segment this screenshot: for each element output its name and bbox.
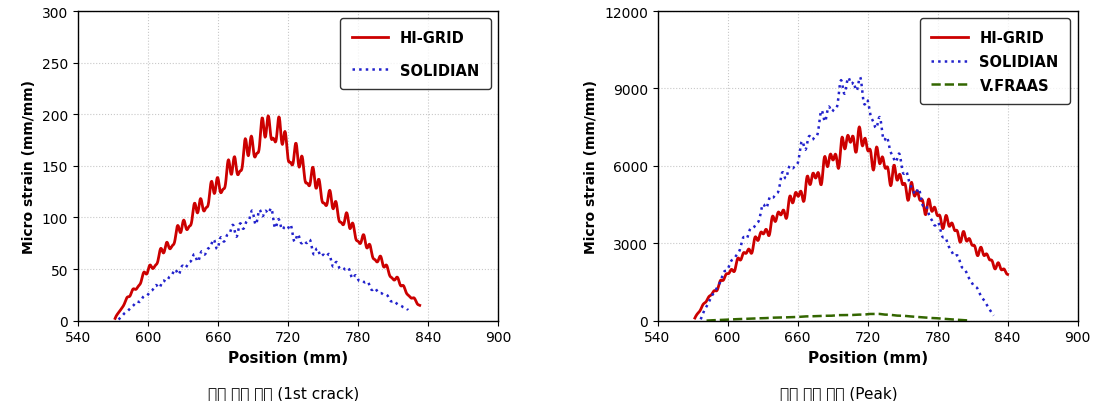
SOLIDIAN xyxy=(694,317,708,322)
SOLIDIAN xyxy=(890,158,903,163)
Line: HI-GRID: HI-GRID xyxy=(116,117,420,319)
SOLIDIAN xyxy=(306,248,319,253)
V.FRAAS xyxy=(872,312,885,316)
SOLIDIAN xyxy=(163,274,177,279)
SOLIDIAN xyxy=(187,254,200,259)
V.FRAAS xyxy=(747,316,760,321)
Text: 균열 하중 단계 (1st crack): 균열 하중 단계 (1st crack) xyxy=(208,385,359,400)
Line: SOLIDIAN: SOLIDIAN xyxy=(701,78,993,320)
SOLIDIAN xyxy=(243,217,257,221)
Y-axis label: Micro strain (mm/mm): Micro strain (mm/mm) xyxy=(22,80,37,253)
HI-GRID xyxy=(688,316,701,321)
HI-GRID xyxy=(1001,272,1014,277)
HI-GRID xyxy=(853,125,867,130)
SOLIDIAN xyxy=(283,223,297,228)
HI-GRID xyxy=(289,144,302,149)
SOLIDIAN xyxy=(987,314,1000,318)
HI-GRID xyxy=(312,178,326,182)
HI-GRID xyxy=(743,249,757,254)
Y-axis label: Micro strain (mm/mm): Micro strain (mm/mm) xyxy=(584,80,599,253)
HI-GRID xyxy=(162,245,176,250)
SOLIDIAN xyxy=(330,260,343,265)
SOLIDIAN xyxy=(915,200,929,205)
HI-GRID xyxy=(413,303,427,308)
Line: V.FRAAS: V.FRAAS xyxy=(707,314,970,321)
HI-GRID xyxy=(247,144,260,149)
HI-GRID xyxy=(338,217,351,222)
HI-GRID xyxy=(924,207,938,211)
SOLIDIAN xyxy=(112,317,126,322)
Line: HI-GRID: HI-GRID xyxy=(694,128,1008,318)
V.FRAAS xyxy=(899,314,912,318)
HI-GRID xyxy=(873,162,887,167)
SOLIDIAN xyxy=(868,122,881,126)
SOLIDIAN xyxy=(264,206,278,211)
V.FRAAS xyxy=(855,312,869,317)
SOLIDIAN xyxy=(745,226,759,231)
HI-GRID xyxy=(109,316,122,321)
HI-GRID xyxy=(830,155,843,160)
Legend: HI-GRID, SOLIDIAN: HI-GRID, SOLIDIAN xyxy=(340,19,491,90)
SOLIDIAN xyxy=(769,192,782,197)
X-axis label: Position (mm): Position (mm) xyxy=(808,350,928,365)
V.FRAAS xyxy=(768,316,781,320)
Line: SOLIDIAN: SOLIDIAN xyxy=(119,209,408,320)
HI-GRID xyxy=(898,182,911,186)
V.FRAAS xyxy=(819,314,832,318)
V.FRAAS xyxy=(963,318,977,323)
HI-GRID xyxy=(187,206,200,211)
SOLIDIAN xyxy=(827,109,840,113)
V.FRAAS xyxy=(877,312,890,317)
X-axis label: Position (mm): Position (mm) xyxy=(228,350,348,365)
SOLIDIAN xyxy=(853,75,867,80)
HI-GRID xyxy=(261,114,274,119)
Text: 최대 하중 단계 (Peak): 최대 하중 단계 (Peak) xyxy=(780,385,898,400)
Legend: HI-GRID, SOLIDIAN, V.FRAAS: HI-GRID, SOLIDIAN, V.FRAAS xyxy=(920,19,1070,105)
HI-GRID xyxy=(769,220,782,225)
V.FRAAS xyxy=(700,318,713,323)
SOLIDIAN xyxy=(401,308,414,313)
